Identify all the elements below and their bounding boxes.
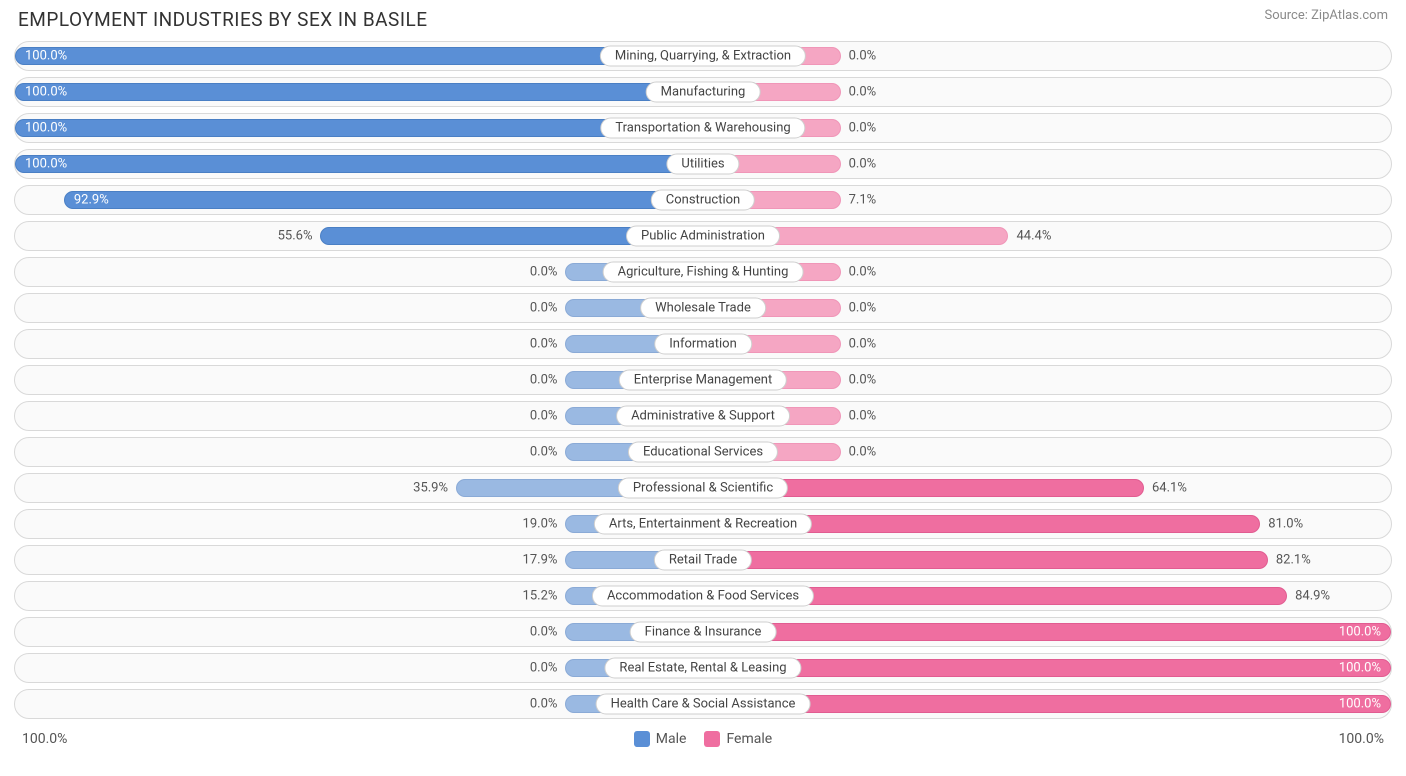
male-pct-label: 92.9% bbox=[74, 193, 109, 208]
chart-row: 0.0% 0.0% Wholesale Trade bbox=[14, 293, 1392, 323]
female-pct-label: 64.1% bbox=[1152, 481, 1187, 496]
male-pct-label: 17.9% bbox=[523, 553, 558, 568]
chart-row: 100.0% 0.0% Mining, Quarrying, & Extractio… bbox=[14, 41, 1392, 71]
category-label: Retail Trade bbox=[654, 550, 752, 571]
female-bar bbox=[703, 623, 1391, 641]
chart-footer: 100.0% Male Female 100.0% bbox=[0, 729, 1406, 747]
category-label: Public Administration bbox=[626, 226, 780, 247]
chart-row: 17.9% 82.1% Retail Trade bbox=[14, 545, 1392, 575]
chart-row: 100.0% 0.0% Manufacturing bbox=[14, 77, 1392, 107]
male-swatch bbox=[634, 731, 650, 747]
female-pct-label: 0.0% bbox=[849, 157, 877, 172]
male-pct-label: 0.0% bbox=[530, 697, 558, 712]
male-bar bbox=[15, 83, 703, 101]
female-pct-label: 7.1% bbox=[849, 193, 877, 208]
chart-row: 92.9% 7.1% Construction bbox=[14, 185, 1392, 215]
category-label: Information bbox=[654, 334, 752, 355]
chart-row: 0.0% 0.0% Enterprise Management bbox=[14, 365, 1392, 395]
female-pct-label: 0.0% bbox=[849, 409, 877, 424]
category-label: Construction bbox=[651, 190, 755, 211]
category-label: Wholesale Trade bbox=[640, 298, 766, 319]
male-pct-label: 0.0% bbox=[530, 661, 558, 676]
female-pct-label: 0.0% bbox=[849, 337, 877, 352]
female-pct-label: 0.0% bbox=[849, 373, 877, 388]
chart-row: 0.0% 100.0% Real Estate, Rental & Leasing bbox=[14, 653, 1392, 683]
axis-left-label: 100.0% bbox=[22, 731, 67, 747]
axis-right-label: 100.0% bbox=[1339, 731, 1384, 747]
chart-row: 0.0% 100.0% Health Care & Social Assistanc… bbox=[14, 689, 1392, 719]
category-label: Accommodation & Food Services bbox=[592, 586, 814, 607]
chart-body: 100.0% 0.0% Mining, Quarrying, & Extractio… bbox=[0, 37, 1406, 729]
female-pct-label: 0.0% bbox=[849, 49, 877, 64]
category-label: Professional & Scientific bbox=[618, 478, 788, 499]
chart-row: 55.6% 44.4% Public Administration bbox=[14, 221, 1392, 251]
category-label: Arts, Entertainment & Recreation bbox=[594, 514, 812, 535]
male-pct-label: 100.0% bbox=[25, 157, 67, 172]
category-label: Administrative & Support bbox=[616, 406, 790, 427]
chart-row: 0.0% 0.0% Agriculture, Fishing & Hunting bbox=[14, 257, 1392, 287]
female-swatch bbox=[704, 731, 720, 747]
chart-row: 0.0% 0.0% Information bbox=[14, 329, 1392, 359]
female-pct-label: 100.0% bbox=[1339, 661, 1381, 676]
male-pct-label: 100.0% bbox=[25, 49, 67, 64]
female-pct-label: 82.1% bbox=[1276, 553, 1311, 568]
category-label: Health Care & Social Assistance bbox=[596, 694, 811, 715]
female-bar bbox=[703, 551, 1268, 569]
male-pct-label: 0.0% bbox=[530, 337, 558, 352]
male-pct-label: 15.2% bbox=[523, 589, 558, 604]
female-pct-label: 0.0% bbox=[849, 265, 877, 280]
male-pct-label: 0.0% bbox=[530, 445, 558, 460]
category-label: Finance & Insurance bbox=[630, 622, 777, 643]
category-label: Real Estate, Rental & Leasing bbox=[604, 658, 801, 679]
legend: Male Female bbox=[634, 731, 772, 747]
category-label: Enterprise Management bbox=[619, 370, 787, 391]
female-pct-label: 100.0% bbox=[1339, 697, 1381, 712]
male-bar bbox=[64, 191, 703, 209]
legend-male-label: Male bbox=[656, 731, 687, 747]
category-label: Agriculture, Fishing & Hunting bbox=[603, 262, 804, 283]
chart-row: 19.0% 81.0% Arts, Entertainment & Recreati… bbox=[14, 509, 1392, 539]
legend-female-label: Female bbox=[726, 731, 772, 747]
category-label: Educational Services bbox=[628, 442, 778, 463]
female-pct-label: 44.4% bbox=[1016, 229, 1051, 244]
chart-row: 100.0% 0.0% Utilities bbox=[14, 149, 1392, 179]
male-pct-label: 0.0% bbox=[530, 301, 558, 316]
female-pct-label: 0.0% bbox=[849, 85, 877, 100]
category-label: Manufacturing bbox=[646, 82, 761, 103]
male-pct-label: 0.0% bbox=[530, 373, 558, 388]
male-pct-label: 0.0% bbox=[530, 409, 558, 424]
chart-row: 100.0% 0.0% Transportation & Warehousing bbox=[14, 113, 1392, 143]
category-label: Utilities bbox=[666, 154, 739, 175]
chart-header: EMPLOYMENT INDUSTRIES BY SEX IN BASILE S… bbox=[0, 0, 1406, 37]
female-pct-label: 0.0% bbox=[849, 121, 877, 136]
male-pct-label: 55.6% bbox=[278, 229, 313, 244]
male-pct-label: 35.9% bbox=[413, 481, 448, 496]
legend-male: Male bbox=[634, 731, 687, 747]
female-bar bbox=[703, 659, 1391, 677]
female-pct-label: 0.0% bbox=[849, 445, 877, 460]
female-pct-label: 0.0% bbox=[849, 301, 877, 316]
legend-female: Female bbox=[704, 731, 772, 747]
male-pct-label: 0.0% bbox=[530, 265, 558, 280]
category-label: Mining, Quarrying, & Extraction bbox=[600, 46, 806, 67]
chart-row: 0.0% 0.0% Administrative & Support bbox=[14, 401, 1392, 431]
female-pct-label: 81.0% bbox=[1268, 517, 1303, 532]
female-pct-label: 100.0% bbox=[1339, 625, 1381, 640]
chart-row: 0.0% 0.0% Educational Services bbox=[14, 437, 1392, 467]
chart-title: EMPLOYMENT INDUSTRIES BY SEX IN BASILE bbox=[18, 8, 428, 31]
male-pct-label: 0.0% bbox=[530, 625, 558, 640]
chart-row: 35.9% 64.1% Professional & Scientific bbox=[14, 473, 1392, 503]
male-pct-label: 19.0% bbox=[523, 517, 558, 532]
chart-source: Source: ZipAtlas.com bbox=[1264, 8, 1388, 23]
chart-row: 0.0% 100.0% Finance & Insurance bbox=[14, 617, 1392, 647]
male-bar bbox=[15, 155, 703, 173]
male-pct-label: 100.0% bbox=[25, 121, 67, 136]
female-pct-label: 84.9% bbox=[1295, 589, 1330, 604]
chart-row: 15.2% 84.9% Accommodation & Food Services bbox=[14, 581, 1392, 611]
category-label: Transportation & Warehousing bbox=[600, 118, 805, 139]
male-pct-label: 100.0% bbox=[25, 85, 67, 100]
